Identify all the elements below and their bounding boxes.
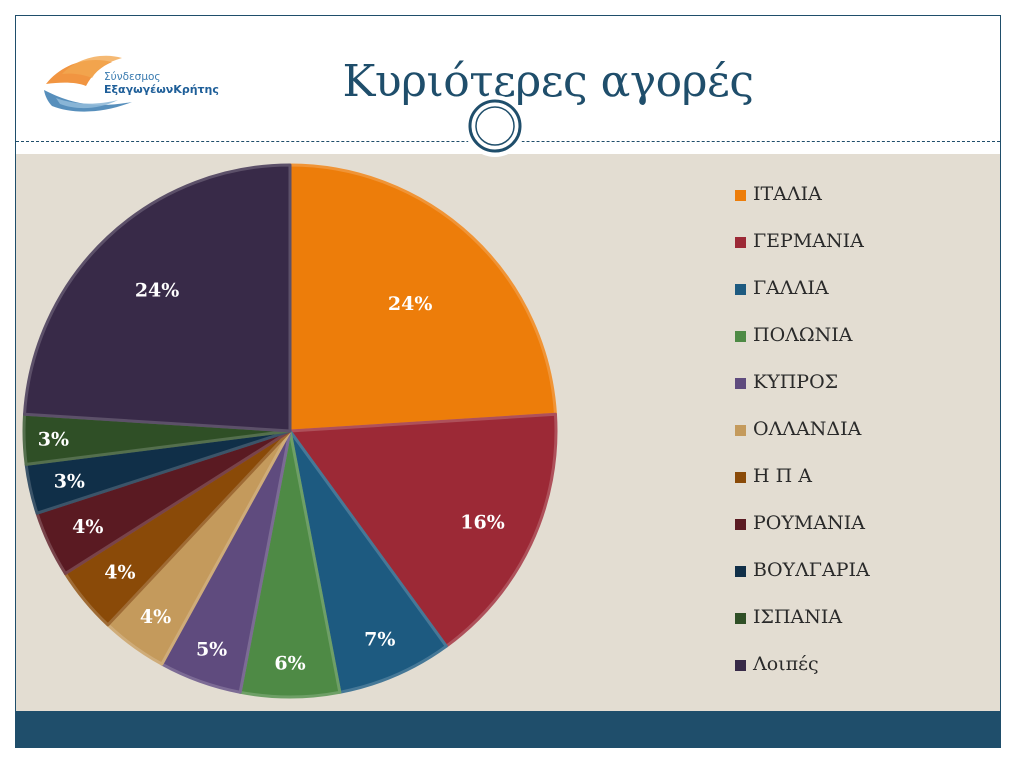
legend-label: ΟΛΛΑΝΔΙΑ	[753, 418, 862, 440]
legend-label: Η Π Α	[753, 465, 812, 487]
legend-swatch	[735, 425, 746, 436]
legend-label: ΓΕΡΜΑΝΙΑ	[753, 230, 864, 252]
footer-bar	[16, 711, 1000, 747]
legend-swatch	[735, 284, 746, 295]
legend-swatch	[735, 519, 746, 530]
legend-label: ΙΤΑΛΙΑ	[753, 183, 822, 205]
legend-swatch	[735, 331, 746, 342]
legend-swatch	[735, 190, 746, 201]
legend-label: ΙΣΠΑΝΙΑ	[753, 606, 843, 628]
logo-text-line2: ΕξαγωγέωνΚρήτης	[104, 83, 219, 96]
legend-label: ΡΟΥΜΑΝΙΑ	[753, 512, 865, 534]
logo-text-line1: Σύνδεσμος	[104, 71, 161, 83]
legend-label: ΠΟΛΩΝΙΑ	[753, 324, 853, 346]
divider-ring-ornament	[464, 95, 526, 157]
legend-swatch	[735, 660, 746, 671]
page-title: Κυριότερες αγορές	[342, 56, 754, 107]
legend-swatch	[735, 472, 746, 483]
logo	[44, 55, 132, 112]
legend-label: ΓΑΛΛΙΑ	[753, 277, 829, 299]
legend-label: ΒΟΥΛΓΑΡΙΑ	[753, 559, 870, 581]
legend-swatch	[735, 566, 746, 577]
legend-swatch	[735, 613, 746, 624]
legend-label: Λοιπές	[753, 653, 819, 675]
legend-label: ΚΥΠΡΟΣ	[753, 371, 839, 393]
legend-swatch	[735, 378, 746, 389]
legend-swatch	[735, 237, 746, 248]
